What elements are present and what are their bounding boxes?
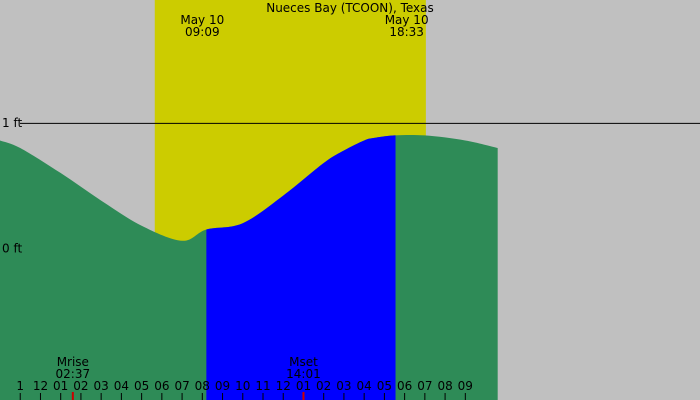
x-tick-label: 06: [154, 379, 169, 393]
sunrise-time: 09:09: [185, 25, 220, 39]
moonset-time: 14:01: [286, 367, 321, 381]
tide-area-group: [0, 134, 498, 400]
moonrise-label: Mrise: [57, 355, 89, 369]
x-tick-label: 09: [458, 379, 473, 393]
moonset-label: Mset: [289, 355, 318, 369]
x-tick-label: 07: [174, 379, 189, 393]
sunrise-date: May 10: [180, 13, 224, 27]
sunset-date: May 10: [385, 13, 429, 27]
x-tick-label: 05: [134, 379, 149, 393]
x-axis-ticks: 1 12 01 02 03 04 05 06 07 08 09 10 11 12 01 02 03 04 05 06 0…: [16, 379, 473, 400]
x-tick-label: 04: [357, 379, 372, 393]
x-tick-label: 04: [114, 379, 129, 393]
x-tick-label: 10: [235, 379, 250, 393]
x-tick-label: 01: [296, 379, 311, 393]
x-tick-label: 12: [276, 379, 291, 393]
x-tick-label: 11: [255, 379, 270, 393]
moon-event-marker: [302, 392, 305, 400]
y-axis-labels: 1 ft 0 ft: [2, 116, 22, 255]
x-tick-label: 05: [377, 379, 392, 393]
x-tick-label: 07: [417, 379, 432, 393]
tide-area-moon-up: [206, 135, 396, 400]
moon-event-marker: [71, 392, 74, 400]
x-tick-label: 08: [195, 379, 210, 393]
x-tick-label: 02: [316, 379, 331, 393]
x-tick-label: 03: [336, 379, 351, 393]
y-tick-label: 0 ft: [2, 241, 22, 255]
x-tick-label: 08: [437, 379, 452, 393]
moonrise-time: 02:37: [56, 367, 91, 381]
x-tick-label: 12: [33, 379, 48, 393]
x-tick-label: 1: [16, 379, 24, 393]
x-tick-label: 09: [215, 379, 230, 393]
x-tick-label: 03: [94, 379, 109, 393]
x-tick-label: 01: [53, 379, 68, 393]
chart-title: Nueces Bay (TCOON), Texas: [266, 1, 434, 15]
sunset-time: 18:33: [389, 25, 424, 39]
y-tick-label: 1 ft: [2, 116, 22, 130]
x-tick-label: 06: [397, 379, 412, 393]
x-tick-label: 02: [73, 379, 88, 393]
